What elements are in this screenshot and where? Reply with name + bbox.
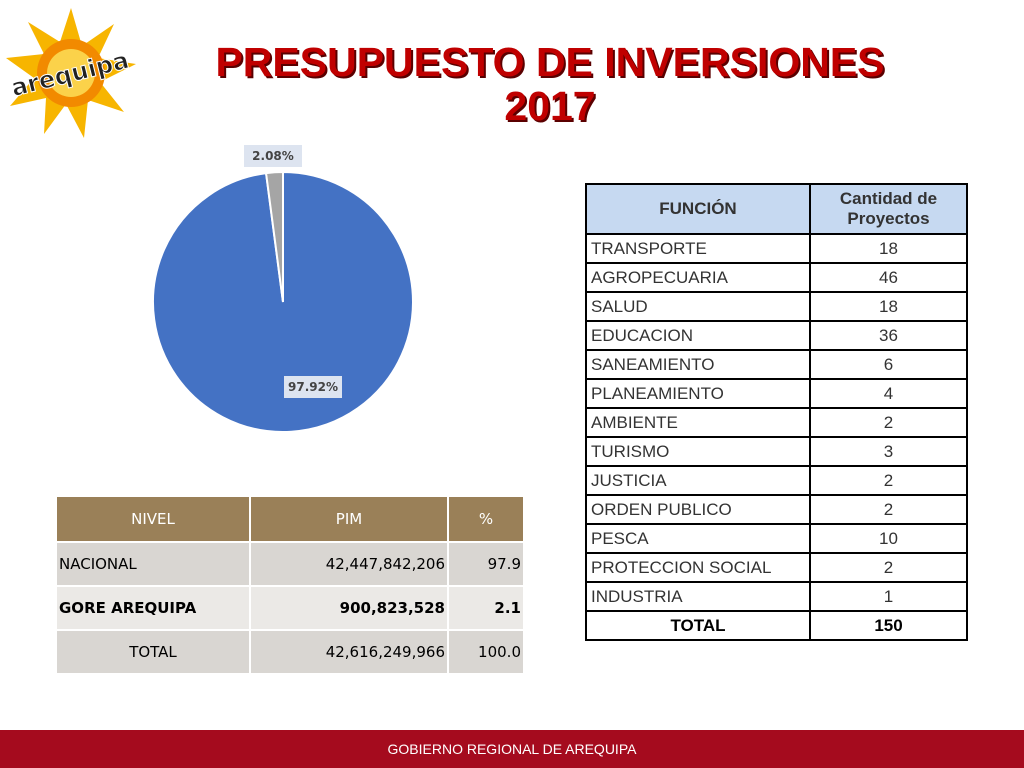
table-row: TRANSPORTE 18 <box>585 233 968 264</box>
cantidad-cell: 10 <box>809 523 968 554</box>
funcion-cell: EDUCACION <box>585 320 811 351</box>
funcion-table: FUNCIÓN Cantidad de Proyectos TRANSPORTE… <box>585 183 968 641</box>
cantidad-cell: 18 <box>809 291 968 322</box>
arequipa-logo: arequipa <box>6 8 136 138</box>
cantidad-cell: 18 <box>809 233 968 264</box>
cantidad-cell: 3 <box>809 436 968 467</box>
pie-label-box <box>244 145 302 167</box>
cantidad-cell: 2 <box>809 494 968 525</box>
sun-icon <box>6 8 136 138</box>
total-label: TOTAL <box>585 610 811 641</box>
table-row: GORE AREQUIPA 900,823,528 2.1 <box>57 585 523 630</box>
table-row: PESCA 10 <box>585 523 968 554</box>
table-row: AGROPECUARIA 46 <box>585 262 968 293</box>
cantidad-cell: 2 <box>809 552 968 583</box>
table-row: PLANEAMIENTO 4 <box>585 378 968 409</box>
pie-data-label: 97.92% <box>284 376 342 398</box>
table-row: TURISMO 3 <box>585 436 968 467</box>
pie-label-text: 2.08% <box>252 149 294 163</box>
percent-cell: 97.9 <box>448 541 523 586</box>
pim-cell: 900,823,528 <box>250 585 449 630</box>
funcion-cell: INDUSTRIA <box>585 581 811 612</box>
nivel-cell: NACIONAL <box>57 541 251 586</box>
pie-data-label: 2.08% <box>244 145 302 167</box>
funcion-cell: ORDEN PUBLICO <box>585 494 811 525</box>
table-row: JUSTICIA 2 <box>585 465 968 496</box>
pie-label-box <box>284 376 342 398</box>
funcion-cell: JUSTICIA <box>585 465 811 496</box>
cantidad-cell: 46 <box>809 262 968 293</box>
funcion-cell: PROTECCION SOCIAL <box>585 552 811 583</box>
table-row: PROTECCION SOCIAL 2 <box>585 552 968 583</box>
cantidad-cell: 2 <box>809 407 968 438</box>
percent-cell: 2.1 <box>448 585 523 630</box>
pim-cell: 42,447,842,206 <box>250 541 449 586</box>
funcion-cell: AMBIENTE <box>585 407 811 438</box>
nivel-table: NIVEL PIM % NACIONAL 42,447,842,206 97.9… <box>57 497 523 673</box>
table-row: INDUSTRIA 1 <box>585 581 968 612</box>
table-row: AMBIENTE 2 <box>585 407 968 438</box>
table-row: NACIONAL 42,447,842,206 97.9 <box>57 541 523 586</box>
total-value: 150 <box>809 610 968 641</box>
cantidad-cell: 2 <box>809 465 968 496</box>
nivel-header: NIVEL <box>57 497 251 542</box>
footer-text: GOBIERNO REGIONAL DE AREQUIPA <box>387 741 637 757</box>
pie-chart-svg: 97.92% 2.08% <box>152 145 414 433</box>
funcion-cell: PESCA <box>585 523 811 554</box>
table-row: TOTAL 42,616,249,966 100.0 <box>57 629 523 673</box>
pim-cell: 42,616,249,966 <box>250 629 449 673</box>
table-row: EDUCACION 36 <box>585 320 968 351</box>
title-line-2: 2017 <box>504 83 596 129</box>
nivel-cell: TOTAL <box>57 629 251 673</box>
funcion-cell: AGROPECUARIA <box>585 262 811 293</box>
pie-label-text: 97.92% <box>288 380 338 394</box>
table-row: SANEAMIENTO 6 <box>585 349 968 380</box>
pie-chart: 97.92% 2.08% <box>130 140 440 440</box>
pim-header: PIM <box>250 497 449 542</box>
funcion-cell: TURISMO <box>585 436 811 467</box>
cantidad-header: Cantidad de Proyectos <box>809 183 968 235</box>
percent-cell: 100.0 <box>448 629 523 673</box>
cantidad-cell: 1 <box>809 581 968 612</box>
cantidad-cell: 36 <box>809 320 968 351</box>
cantidad-cell: 4 <box>809 378 968 409</box>
percent-header: % <box>448 497 523 542</box>
funcion-header: FUNCIÓN <box>585 183 811 235</box>
funcion-cell: PLANEAMIENTO <box>585 378 811 409</box>
pie-slice <box>264 170 284 303</box>
cantidad-cell: 6 <box>809 349 968 380</box>
funcion-cell: TRANSPORTE <box>585 233 811 264</box>
page-title: PRESUPUESTO DE INVERSIONES 2017 <box>140 40 960 128</box>
table-row: SALUD 18 <box>585 291 968 322</box>
table-row: ORDEN PUBLICO 2 <box>585 494 968 525</box>
title-line-1: PRESUPUESTO DE INVERSIONES <box>215 39 885 85</box>
funcion-cell: SALUD <box>585 291 811 322</box>
funcion-cell: SANEAMIENTO <box>585 349 811 380</box>
footer-bar: GOBIERNO REGIONAL DE AREQUIPA <box>0 730 1024 768</box>
total-row: TOTAL 150 <box>585 610 968 641</box>
nivel-cell: GORE AREQUIPA <box>57 585 251 630</box>
